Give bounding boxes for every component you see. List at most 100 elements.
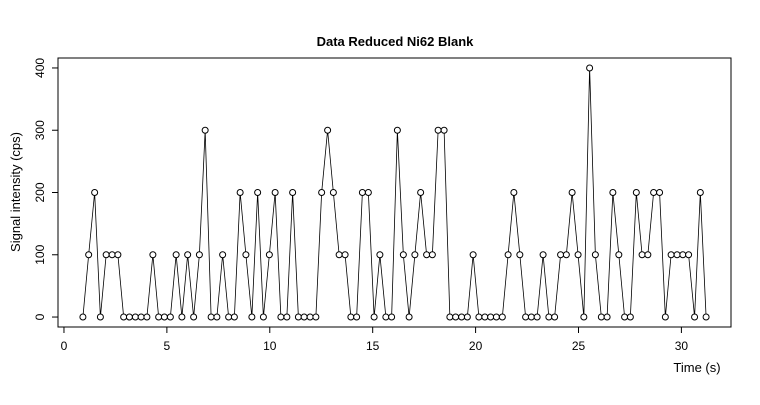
data-point [696,189,704,196]
data-point [347,313,355,321]
data-point [661,313,669,321]
x-tick-label: 0 [61,339,68,353]
data-point [353,313,361,321]
data-point [120,313,128,321]
data-point [166,313,174,321]
data-point [207,313,215,321]
data-point [545,313,553,321]
data-point [405,313,413,321]
data-point [248,313,256,321]
data-point [225,313,233,321]
data-point [131,313,139,321]
data-point [364,189,372,196]
data-point [568,189,576,196]
data-point [382,313,390,321]
data-point [551,313,559,321]
plot-frame [57,57,732,328]
data-point [201,126,209,134]
data-point [452,313,460,321]
data-point [562,251,570,259]
data-point [259,313,267,321]
data-point [504,251,512,259]
data-point [143,313,151,321]
data-point [102,251,110,259]
data-point [335,251,343,259]
data-point [440,126,448,134]
data-point [481,313,489,321]
x-tick-label: 10 [263,339,277,353]
data-point [96,313,104,321]
x-tick-label: 25 [572,339,586,353]
data-point [388,313,396,321]
data-point [632,189,640,196]
data-point [527,313,535,321]
data-point [399,251,407,259]
data-point [510,189,518,196]
data-point [283,313,291,321]
data-point [591,251,599,259]
data-point [673,251,681,259]
data-point [580,313,588,321]
y-tick-label: 100 [33,244,47,264]
data-point [667,251,675,259]
data-point [428,251,436,259]
data-point [265,251,273,259]
data-point [184,251,192,259]
data-point [137,313,145,321]
data-point [312,313,320,321]
data-point [656,189,664,196]
data-point [289,189,297,196]
data-point [557,251,565,259]
data-point [190,313,198,321]
data-point [254,189,262,196]
data-point [125,313,133,321]
data-point [469,251,477,259]
data-point [621,313,629,321]
data-point [155,313,163,321]
data-point [539,251,547,259]
data-point [492,313,500,321]
data-point [341,251,349,259]
data-point [219,251,227,259]
data-point [324,126,332,134]
data-point [318,189,326,196]
data-point [586,64,594,72]
data-point [79,313,87,321]
data-point [417,189,425,196]
data-point [446,313,454,321]
data-point [172,251,180,259]
y-tick-label: 300 [33,120,47,140]
data-point [91,189,99,196]
data-point [423,251,431,259]
data-point [160,313,168,321]
data-point [458,313,466,321]
data-point [242,251,250,259]
data-point [300,313,308,321]
x-tick-label: 5 [164,339,171,353]
data-point [329,189,337,196]
data-point [411,251,419,259]
data-point [149,251,157,259]
y-tick-label: 400 [33,58,47,78]
chart-title: Data Reduced Ni62 Blank [317,34,475,49]
x-axis-label: Time (s) [673,360,720,375]
data-point [236,189,244,196]
data-point [434,126,442,134]
data-point [277,313,285,321]
data-point [603,313,611,321]
data-point [370,313,378,321]
y-axis-label: Signal intensity (cps) [8,132,23,252]
data-point [679,251,687,259]
data-point [230,313,238,321]
data-point [178,313,186,321]
data-point [533,313,541,321]
data-point [294,313,302,321]
data-point [487,313,495,321]
data-point [463,313,471,321]
data-point [306,313,314,321]
data-point [516,251,524,259]
x-tick-label: 20 [469,339,483,353]
data-point [702,313,710,321]
data-point [108,251,116,259]
